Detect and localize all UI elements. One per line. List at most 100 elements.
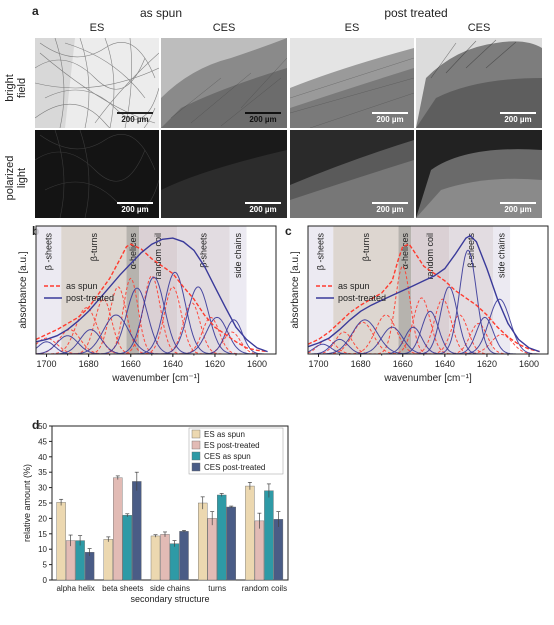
row-label-line: bright [4, 74, 16, 102]
x-tick-label: 1680 [351, 359, 371, 369]
bar [160, 534, 170, 581]
y-tick-label: 45 [38, 437, 47, 446]
region-band [333, 226, 399, 354]
y-tick-label: 25 [38, 499, 47, 508]
bar [65, 540, 76, 581]
column-header-es: ES [344, 22, 360, 34]
legend-label: CES post-treated [204, 463, 265, 472]
region-label: side chains [233, 233, 243, 279]
component-band [308, 331, 548, 355]
series-envelope [307, 243, 540, 353]
legend-label-as-spun: as spun [66, 281, 98, 291]
legend-swatch [191, 451, 201, 461]
bar [103, 539, 114, 581]
y-tick-label: 10 [38, 545, 47, 554]
column-header-ces: CES [467, 22, 491, 34]
panel-a-label: a [32, 4, 39, 18]
x-tick-label: alpha helix [56, 584, 94, 593]
series-envelope [35, 237, 268, 353]
y-tick-label: 35 [38, 468, 47, 477]
region-label: random coil [153, 233, 163, 280]
bar [169, 543, 180, 581]
legend-swatch [191, 462, 201, 472]
bar [264, 490, 274, 581]
x-tick-label: 1640 [435, 359, 455, 369]
x-axis-label: wavenumber [cm⁻¹] [383, 373, 472, 384]
region-label: α-helices [400, 233, 410, 270]
y-axis-label: absorbance [a.u.] [18, 251, 29, 328]
x-axis-label: secondary structure [130, 594, 209, 604]
x-tick-label: random coils [242, 584, 287, 593]
bar [150, 535, 161, 581]
bar [84, 552, 95, 581]
region-label: β -sheets [316, 233, 326, 271]
bar [179, 531, 189, 581]
region-label: α-helices [128, 233, 138, 270]
x-tick-label: turns [208, 584, 226, 593]
legend-label: ES post-treated [204, 441, 260, 450]
micrograph-ces-post-treated-bright-field: 200 µm [416, 38, 542, 128]
region-label: β-sheets [198, 233, 208, 268]
row-label-bright-field: bright field [0, 40, 32, 128]
ftir-chart-as-spun-vs-post-treated-ces: β -sheets β-turns α-helices random coil β-sh… [290, 225, 549, 384]
plot-frame [307, 225, 549, 355]
plot-frame [35, 225, 277, 355]
bar [207, 518, 217, 581]
row-label-line: polarized [4, 155, 16, 201]
bar [273, 519, 284, 581]
scale-bar: 200 µm [498, 202, 538, 214]
secondary-structure-bar-chart: 0 5 10 15 20 25 30 35 40 45 50 relative amount (%) a… [22, 422, 289, 604]
y-axis-label: relative amount (%) [22, 464, 32, 542]
micrograph-es-post-treated-polarized: 200 µm [290, 130, 414, 218]
series-envelope [307, 234, 540, 353]
micrograph-es-as-spun-bright-field: 200 µm [35, 38, 159, 128]
region-band [493, 226, 511, 354]
group-header-post-treated: post treated [384, 6, 448, 20]
scale-bar: 200 µm [370, 202, 410, 214]
region-band [449, 226, 494, 354]
scale-bar: 200 µm [243, 202, 283, 214]
bar [226, 506, 236, 581]
component-band [35, 329, 276, 355]
scale-bar: 200 µm [370, 112, 410, 124]
bar [75, 540, 85, 581]
column-header-ces: CES [212, 22, 236, 34]
scale-bar: 200 µm [243, 112, 283, 124]
bar [245, 485, 255, 581]
x-tick-label: 1600 [247, 359, 267, 369]
scale-bar: 200 µm [115, 202, 155, 214]
scale-bar: 200 µm [115, 112, 155, 124]
y-tick-label: 20 [38, 514, 47, 523]
y-tick-label: 30 [38, 484, 47, 493]
region-label: β-sheets [466, 233, 476, 268]
x-tick-label: 1700 [37, 359, 57, 369]
row-label-line: field [16, 77, 28, 99]
y-tick-label: 40 [38, 453, 47, 462]
y-axis-label: absorbance [a.u.] [290, 251, 301, 328]
y-tick-label: 0 [43, 576, 48, 585]
legend-swatch [191, 440, 201, 450]
y-tick-label: 50 [38, 422, 47, 431]
row-label-line: light [16, 167, 28, 189]
region-label: β-turns [361, 233, 371, 262]
bar [197, 502, 208, 581]
panel-d-label: d [32, 418, 40, 432]
legend-swatch [191, 429, 201, 439]
micrograph-ces-as-spun-polarized: 200 µm [161, 130, 287, 218]
region-label: random coil [425, 233, 435, 280]
legend-box [188, 427, 284, 475]
scale-bar: 200 µm [498, 112, 538, 124]
ftir-chart-as-spun-vs-post-treated-es: β -sheets β-turns α-helices random coil β-sh… [18, 225, 277, 384]
x-tick-label: 1680 [79, 359, 99, 369]
x-tick-label: beta sheets [102, 584, 143, 593]
region-label: β-turns [89, 233, 99, 262]
bar [132, 481, 142, 581]
region-label: β -sheets [44, 233, 54, 271]
bar [113, 477, 123, 581]
component-band [36, 307, 276, 355]
y-tick-label: 15 [38, 530, 47, 539]
x-tick-label: 1620 [205, 359, 225, 369]
micrograph-es-post-treated-bright-field: 200 µm [290, 38, 414, 128]
region-band [411, 226, 450, 354]
group-header-as-spun: as spun [139, 6, 183, 20]
